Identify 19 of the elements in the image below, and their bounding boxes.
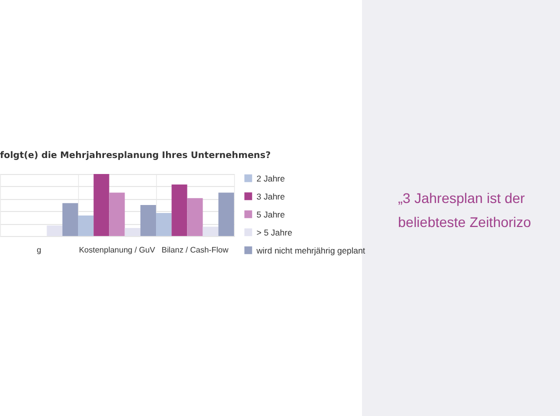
x-tick-label: Kostenplanung / GuV [78, 246, 156, 254]
legend-label: 2 Jahre [256, 173, 286, 184]
bar [62, 203, 78, 236]
chart-title: folgt(e) die Mehrjahresplanung Ihres Unternehmens? [0, 151, 271, 161]
bar [172, 184, 188, 236]
legend-label: wird nicht mehrjährig geplant [256, 245, 366, 256]
text: „3 Jahresplan ist der beliebteste Zeithorizo [398, 189, 532, 232]
bar [94, 174, 110, 236]
bar [187, 198, 203, 236]
legend-label: 3 Jahre [256, 191, 286, 202]
bar [218, 192, 234, 236]
legend-label: 5 Jahre [256, 209, 286, 220]
bar [140, 205, 156, 236]
legend-label: > 5 Jahre [256, 227, 292, 238]
x-tick-label: g [36, 246, 42, 254]
bar [78, 216, 94, 236]
bar [109, 192, 125, 236]
x-tick-label: Bilanz / Cash-Flow [162, 246, 229, 254]
bar [156, 213, 172, 236]
